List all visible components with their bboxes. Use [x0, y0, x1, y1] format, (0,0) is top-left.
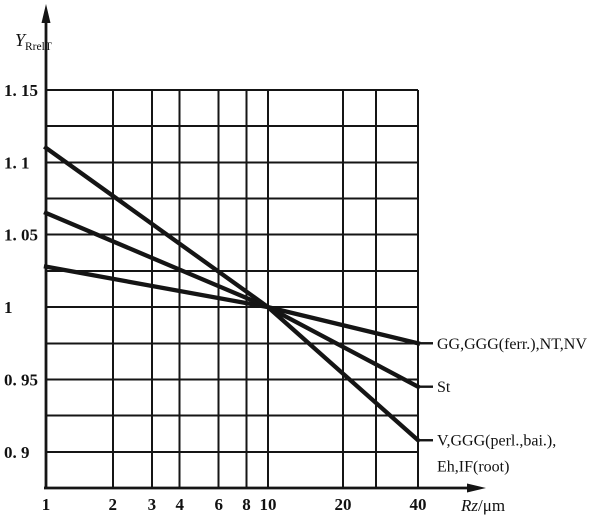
curves: [42, 144, 422, 444]
series-label: St: [437, 379, 451, 396]
y-axis-tick-labels: 1. 15 1. 1 1. 05 1 0. 95 0. 9: [4, 81, 38, 462]
x-tick-label: 4: [175, 495, 184, 514]
series-label: V,GGG(perl.,bai.),: [437, 433, 556, 450]
x-tick-label: 8: [242, 495, 251, 514]
x-axis-title: Rz/μm: [460, 496, 505, 515]
series-label: GG,GGG(ferr.),NT,NV: [437, 336, 587, 353]
series-label: Eh,IF(root): [437, 459, 509, 476]
x-axis-title-unit: /μm: [478, 496, 505, 515]
x-tick-label: 3: [148, 495, 157, 514]
x-tick-label: 2: [109, 495, 118, 514]
y-tick-label: 0. 9: [4, 443, 30, 462]
x-tick-label: 1: [42, 495, 51, 514]
x-tick-label: 20: [335, 495, 352, 514]
curve-series-2: [42, 144, 422, 444]
y-axis-title: YRrelT: [15, 30, 52, 53]
curve-label-leaders: [420, 342, 433, 442]
y-tick-label: 0. 95: [4, 371, 38, 390]
axes: [41, 4, 486, 493]
curve-series-0: [43, 264, 421, 346]
y-axis-title-subscript: RrelT: [25, 41, 52, 53]
x-tick-label: 10: [260, 495, 277, 514]
y-axis-arrow-icon: [41, 4, 51, 23]
x-axis-title-symbol: Rz: [460, 496, 478, 515]
gridlines: [46, 89, 419, 488]
x-tick-label: 6: [214, 495, 223, 514]
x-tick-label: 40: [410, 495, 427, 514]
x-axis-tick-labels: 1 2 3 4 6 8 10 20 40: [42, 495, 427, 514]
y-tick-label: 1: [4, 298, 13, 317]
y-axis-title-symbol: Y: [15, 30, 27, 50]
series-labels: GG,GGG(ferr.),NT,NV St V,GGG(perl.,bai.), E…: [437, 336, 587, 476]
y-tick-label: 1. 05: [4, 226, 38, 245]
x-axis-arrow-icon: [467, 483, 486, 493]
y-tick-label: 1. 1: [4, 153, 30, 172]
y-tick-label: 1. 15: [4, 81, 38, 100]
